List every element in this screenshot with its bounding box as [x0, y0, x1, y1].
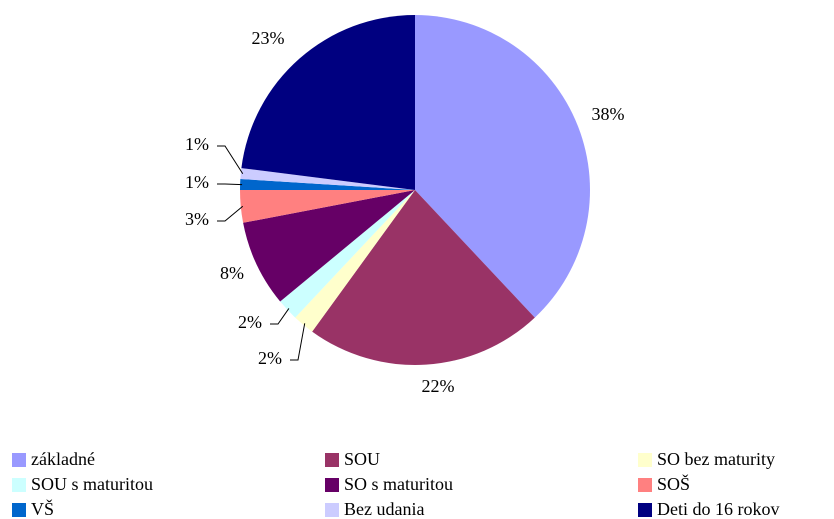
data-label: 3%: [185, 209, 209, 229]
leader-line: [290, 323, 306, 361]
legend-label: SOU: [344, 449, 380, 469]
data-label: 2%: [258, 348, 282, 368]
pie-slice: [243, 190, 415, 302]
legend-label: SO bez maturity: [657, 449, 775, 469]
legend-swatch: [638, 453, 652, 467]
leader-line: [217, 183, 243, 186]
legend-swatch: [325, 478, 339, 492]
legend-swatch: [325, 453, 339, 467]
pie-slice: [240, 190, 415, 223]
data-label: 1%: [185, 172, 209, 192]
leader-line: [217, 145, 244, 174]
legend-swatch: [12, 453, 26, 467]
legend-swatch: [12, 503, 26, 517]
legend-label: SOŠ: [657, 473, 690, 494]
legend-label: základné: [31, 449, 95, 469]
data-label: 8%: [220, 263, 244, 283]
legend-swatch: [12, 478, 26, 492]
pie-slice: [240, 179, 415, 190]
leader-line: [217, 205, 244, 222]
data-label: 23%: [252, 28, 285, 48]
data-label: 22%: [422, 376, 455, 396]
pie-slice: [415, 15, 590, 318]
data-label: 38%: [592, 104, 625, 124]
legend-label: VŠ: [31, 498, 54, 519]
data-label: 2%: [238, 312, 262, 332]
legend-swatch: [638, 503, 652, 517]
legend-swatch: [638, 478, 652, 492]
pie-slice: [240, 168, 415, 190]
pie-slice: [280, 190, 415, 318]
legend-label: SO s maturitou: [344, 474, 453, 494]
pie-slice: [295, 190, 415, 332]
pie-slice: [241, 15, 415, 190]
legend-swatch: [325, 503, 339, 517]
pie-slice: [312, 190, 535, 365]
legend-label: SOU s maturitou: [31, 474, 153, 494]
legend-label: Bez udania: [344, 499, 424, 519]
data-label: 1%: [185, 134, 209, 154]
legend-label: Deti do 16 rokov: [657, 499, 779, 519]
leader-line: [270, 308, 290, 325]
